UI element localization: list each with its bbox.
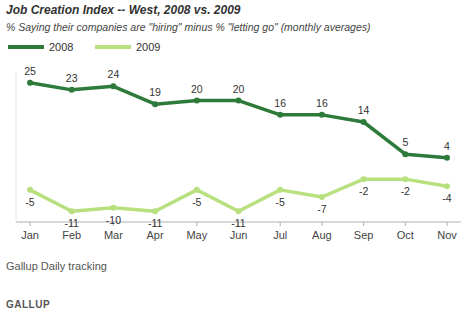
data-point — [152, 208, 158, 214]
data-point — [27, 80, 33, 86]
x-tick-label: Aug — [312, 229, 332, 241]
data-label: -2 — [401, 185, 410, 197]
x-tick — [321, 222, 322, 226]
data-point — [236, 98, 242, 104]
data-label: 23 — [66, 72, 78, 84]
data-label: -11 — [231, 217, 246, 229]
data-label: -7 — [317, 203, 326, 215]
data-label: 5 — [402, 136, 408, 148]
x-tick-label: Feb — [62, 229, 81, 241]
data-label: -11 — [64, 217, 79, 229]
data-point — [361, 119, 367, 125]
legend-label: 2008 — [49, 41, 73, 53]
data-label: -10 — [106, 214, 121, 226]
data-point — [319, 194, 325, 200]
y-axis-line — [16, 72, 17, 222]
data-label: -11 — [148, 217, 163, 229]
x-tick — [363, 222, 364, 226]
data-label: 14 — [358, 104, 370, 116]
title: Job Creation Index -- West, 2008 vs. 200… — [6, 3, 241, 17]
data-point — [361, 176, 367, 182]
data-point — [402, 151, 408, 157]
data-point — [277, 112, 283, 118]
data-point — [69, 87, 75, 93]
x-tick — [196, 222, 197, 226]
data-labels: 25 23 24 19 20 20 16 16 14 5 4 -5 -11 -10 -11 -5 -11 -5 -7… — [24, 65, 452, 230]
logo: GALLUP — [6, 299, 50, 310]
legend-swatch — [95, 45, 131, 49]
data-point — [194, 187, 200, 193]
data-label: -4 — [442, 192, 451, 204]
data-layer — [27, 80, 450, 215]
data-point — [110, 83, 116, 89]
x-tick — [447, 222, 448, 226]
data-point — [277, 187, 283, 193]
data-label: 16 — [274, 97, 286, 109]
x-tick-label: Jan — [21, 229, 39, 241]
source-note: Gallup Daily tracking — [6, 260, 107, 272]
series-line — [30, 83, 447, 158]
x-tick-label: Jul — [273, 229, 287, 241]
x-tick-label: Oct — [397, 229, 414, 241]
subtitle: % Saying their companies are "hiring" mi… — [6, 21, 371, 33]
data-point — [110, 205, 116, 211]
x-tick-label: Sep — [354, 229, 374, 241]
data-point — [194, 98, 200, 104]
data-label: 16 — [316, 97, 328, 109]
data-label: -5 — [192, 196, 201, 208]
data-label: 20 — [191, 83, 203, 95]
data-point — [319, 112, 325, 118]
x-tick — [30, 222, 31, 226]
data-label: -5 — [25, 196, 34, 208]
x-tick — [405, 222, 406, 226]
data-label: -2 — [359, 185, 368, 197]
data-label: 24 — [108, 68, 120, 80]
x-tick-label: Jun — [230, 229, 248, 241]
x-tick-label: Nov — [437, 229, 457, 241]
x-tick-label: Apr — [147, 229, 164, 241]
legend-swatch — [8, 45, 44, 49]
data-label: 20 — [233, 83, 245, 95]
data-point — [444, 183, 450, 189]
x-tick-label: Mar — [104, 229, 123, 241]
data-label: -5 — [276, 196, 285, 208]
data-label: 4 — [444, 140, 450, 152]
legend: 2008 2009 — [8, 41, 160, 53]
series-line — [30, 179, 447, 211]
data-point — [69, 208, 75, 214]
data-point — [236, 208, 242, 214]
data-point — [27, 187, 33, 193]
legend-label: 2009 — [136, 41, 160, 53]
x-tick — [280, 222, 281, 226]
data-point — [402, 176, 408, 182]
chart: Job Creation Index -- West, 2008 vs. 200… — [0, 0, 475, 324]
data-point — [444, 155, 450, 161]
data-point — [152, 101, 158, 107]
data-label: 19 — [149, 86, 161, 98]
x-tick-label: May — [186, 229, 207, 241]
data-label: 25 — [24, 65, 36, 77]
